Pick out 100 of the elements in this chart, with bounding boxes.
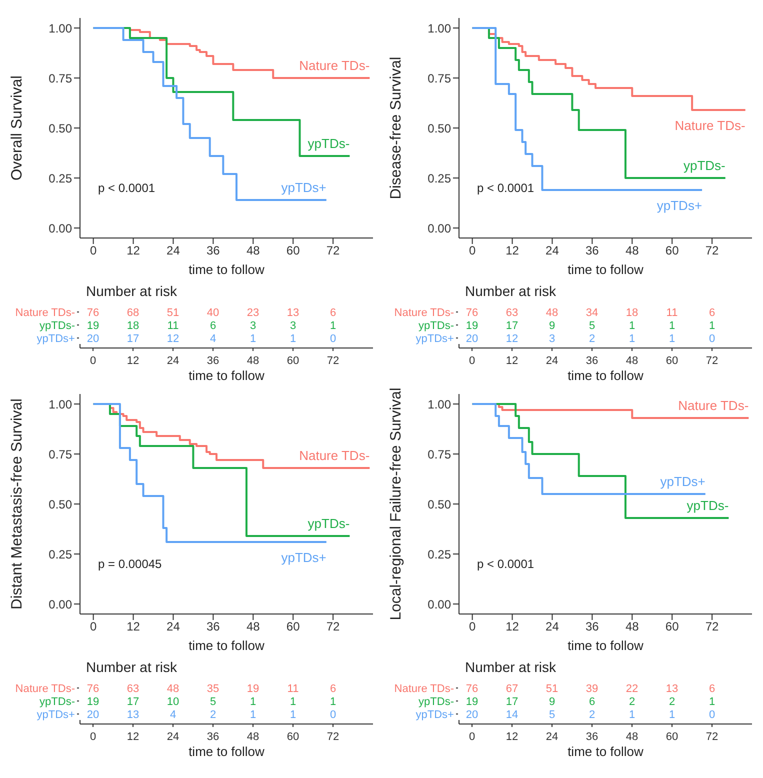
y-tick-label: 0.75	[428, 447, 452, 462]
data-label: 39	[586, 683, 598, 695]
data-label: 76	[86, 307, 100, 319]
data-label: 17	[506, 320, 518, 332]
data-label: 3	[250, 320, 256, 332]
data-label: 20	[86, 709, 100, 721]
data-label: 48	[166, 683, 180, 695]
data-label: 23	[246, 307, 260, 319]
y-tick-label: Nature TDs-	[15, 307, 76, 319]
x-axis-title: time to follow	[568, 744, 644, 759]
data-label: 1	[708, 320, 716, 332]
data-label: 76	[466, 683, 478, 695]
x-tick-label: 24	[546, 244, 560, 258]
data-label: 12	[506, 333, 518, 345]
data-label: 1	[290, 696, 296, 708]
x-tick-label: 0	[90, 731, 96, 743]
x-tick-label: 60	[286, 244, 300, 258]
data-label: 6	[588, 696, 596, 708]
data-label: 6	[708, 307, 716, 319]
series-label: ypTDs-	[683, 158, 726, 173]
data-label: 5	[548, 709, 556, 721]
data-label: 0	[330, 709, 336, 721]
x-tick-label: 0	[468, 620, 476, 634]
y-tick-label: 0.25	[428, 547, 452, 562]
data-label: 3	[290, 320, 296, 332]
x-axis-title: time to follow	[568, 262, 644, 277]
x-tick-label: 36	[206, 731, 220, 743]
data-label: 2	[628, 696, 636, 708]
x-tick-label: 60	[665, 620, 680, 634]
x-tick-label: 72	[326, 355, 340, 367]
x-tick-label: 60	[286, 620, 300, 634]
data-label: 63	[506, 307, 518, 319]
annotation: p < 0.0001	[477, 556, 534, 571]
data-label: 19	[466, 320, 478, 332]
x-tick-label: 24	[546, 620, 560, 634]
data-label: 0	[330, 333, 336, 345]
data-label: 4	[210, 333, 216, 345]
series-label: Nature TDs-	[299, 58, 370, 73]
data-label: 17	[126, 696, 140, 708]
x-tick-label: 60	[286, 731, 300, 743]
data-label: 6	[330, 307, 336, 319]
x-tick-label: 72	[326, 244, 340, 258]
x-axis-title: time to follow	[188, 368, 266, 383]
x-tick-label: 36	[586, 355, 598, 367]
data-label: 1	[628, 709, 636, 721]
x-tick-label: 24	[166, 620, 180, 634]
series-label: ypTDs+	[281, 180, 326, 195]
y-tick-label: 0.00	[48, 221, 72, 236]
data-label: 2	[588, 333, 596, 345]
x-tick-label: 72	[705, 244, 720, 258]
annotation: p = 0.00045	[98, 556, 162, 571]
y-axis-title: Distant Metastasis-free Survival	[8, 398, 26, 610]
data-label: 35	[206, 683, 220, 695]
x-tick-label: 36	[586, 620, 600, 634]
data-label: 20	[466, 709, 478, 721]
chart-title: Number at risk	[465, 283, 558, 299]
x-tick-label: 60	[286, 355, 300, 367]
data-label: 67	[506, 683, 518, 695]
chart-title: Number at risk	[465, 659, 558, 675]
data-label: 12	[166, 333, 180, 345]
x-tick-label: 36	[206, 355, 220, 367]
x-tick-label: 0	[468, 244, 476, 258]
y-tick-label: 0.50	[48, 121, 72, 136]
data-label: 6	[210, 320, 216, 332]
series-label: ypTDs+	[660, 474, 706, 489]
data-label: 13	[286, 307, 300, 319]
y-tick-label: ypTDs-	[418, 320, 454, 332]
data-label: 11	[167, 320, 179, 332]
series-label: ypTDs-	[308, 516, 350, 531]
data-label: 68	[126, 307, 140, 319]
data-label: 0	[708, 709, 716, 721]
data-label: 1	[628, 333, 636, 345]
data-label: 4	[170, 709, 176, 721]
x-tick-label: 72	[326, 620, 340, 634]
y-tick-label: Nature TDs-	[394, 307, 454, 319]
data-label: 1	[250, 709, 256, 721]
x-tick-label: 72	[706, 355, 718, 367]
x-tick-label: 48	[246, 620, 260, 634]
x-tick-label: 0	[90, 355, 96, 367]
data-label: 1	[290, 709, 296, 721]
y-axis-title: Disease-free Survival	[387, 56, 404, 200]
x-tick-label: 0	[468, 731, 476, 743]
x-tick-label: 48	[625, 620, 640, 634]
series-label: ypTDs+	[281, 550, 326, 565]
y-tick-label: ypTDs-	[40, 696, 76, 708]
data-label: 14	[506, 709, 518, 721]
data-label: 20	[86, 333, 100, 345]
data-label: 13	[666, 683, 678, 695]
y-tick-label: ypTDs-	[40, 320, 76, 332]
y-tick-label: 1.00	[428, 21, 452, 36]
x-axis-title: time to follow	[568, 368, 644, 383]
y-tick-label: 0.75	[48, 71, 72, 86]
y-tick-label: ypTDs+	[36, 709, 75, 721]
data-label: 2	[210, 709, 216, 721]
data-label: 48	[546, 307, 558, 319]
x-axis-title: time to follow	[188, 262, 266, 277]
data-label: 1	[708, 696, 716, 708]
y-tick-label: 0.25	[48, 171, 72, 186]
x-tick-label: 24	[166, 731, 180, 743]
data-label: 5	[588, 320, 596, 332]
